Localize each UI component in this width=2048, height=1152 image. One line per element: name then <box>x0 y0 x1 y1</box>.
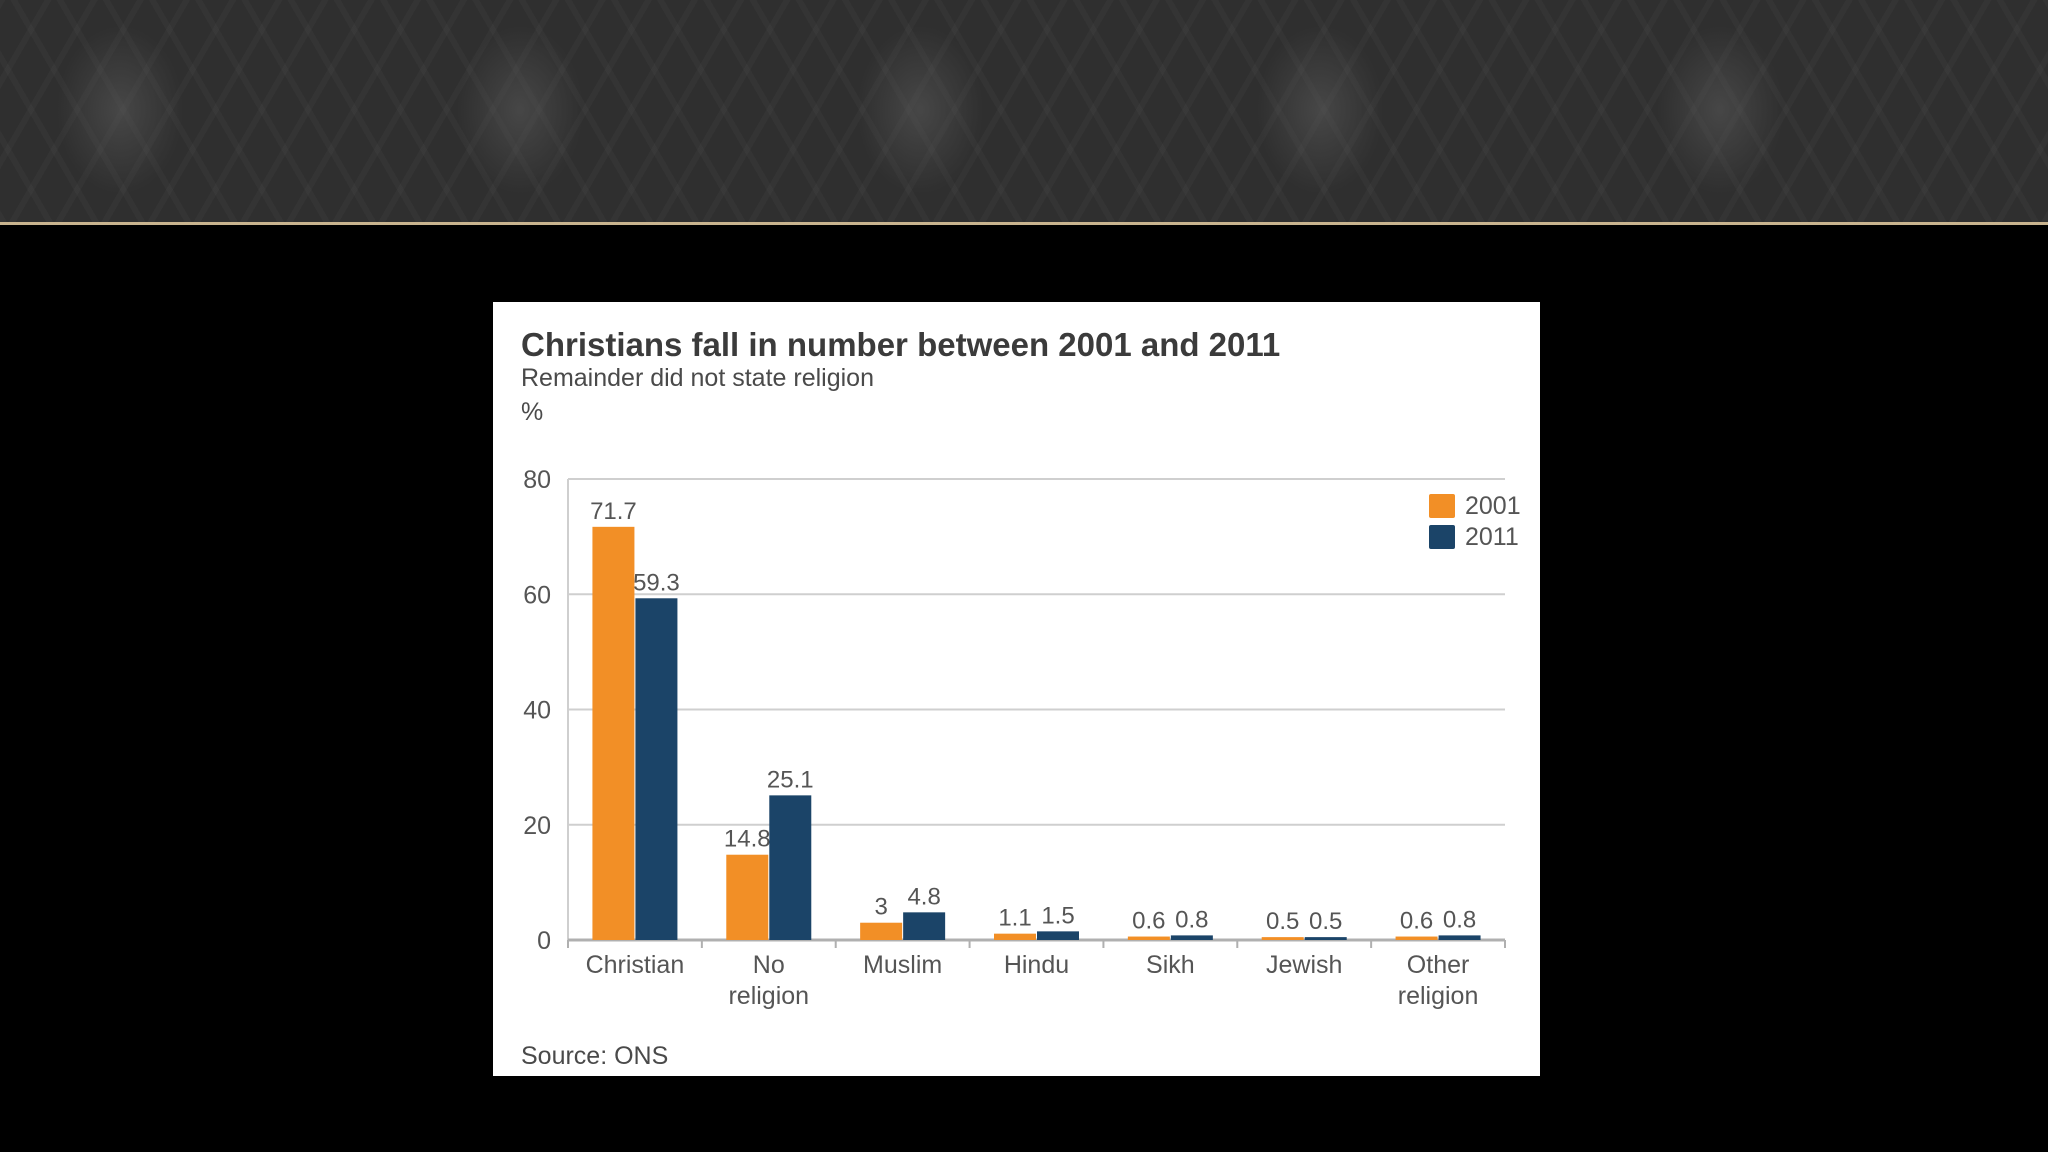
y-tick-label: 20 <box>523 812 551 840</box>
bar-2001-3 <box>994 933 1036 940</box>
x-tick-label: No <box>753 951 785 979</box>
banner-divider <box>0 222 2048 225</box>
chart-subtitle: Remainder did not state religion <box>521 364 874 392</box>
data-label: 1.5 <box>1041 902 1074 929</box>
bar-2001-5 <box>1261 937 1304 940</box>
x-tick-label: religion <box>1398 982 1479 1010</box>
y-tick-label: 80 <box>523 466 551 494</box>
chart-card: Christians fall in number between 2001 a… <box>493 302 1540 1076</box>
bar-2011-2 <box>903 912 946 940</box>
y-tick-label: 40 <box>523 697 551 725</box>
data-label: 0.8 <box>1443 906 1476 933</box>
data-label: 0.6 <box>1400 908 1433 935</box>
data-label: 0.8 <box>1175 906 1208 933</box>
bar-2011-6 <box>1438 935 1481 940</box>
data-label: 1.1 <box>998 905 1031 932</box>
bar-2011-5 <box>1304 937 1347 940</box>
data-label: 25.1 <box>767 766 814 793</box>
x-tick-label: Sikh <box>1146 951 1195 979</box>
bar-2011-0 <box>635 598 678 940</box>
data-label: 71.7 <box>590 498 637 525</box>
bar-2001-2 <box>860 922 903 940</box>
header-banner <box>0 0 2048 222</box>
legend-swatch-2011 <box>1429 525 1455 549</box>
data-label: 0.6 <box>1132 908 1165 935</box>
data-label: 4.8 <box>907 883 940 910</box>
bar-2001-1 <box>726 854 769 940</box>
x-tick-label: Hindu <box>1004 951 1069 979</box>
x-tick-label: Jewish <box>1266 951 1342 979</box>
data-label: 3 <box>874 894 887 921</box>
data-label: 59.3 <box>633 569 680 596</box>
data-label: 0.5 <box>1309 908 1342 935</box>
bar-2011-3 <box>1037 931 1079 940</box>
bar-2011-1 <box>769 795 812 940</box>
legend-swatch-2001 <box>1429 494 1455 518</box>
data-label: 14.8 <box>724 826 771 853</box>
bar-2001-0 <box>592 526 635 940</box>
x-tick-label: Other <box>1407 951 1470 979</box>
data-label: 0.5 <box>1266 908 1299 935</box>
x-tick-label: religion <box>728 982 809 1010</box>
source-note: Source: ONS <box>521 1042 669 1070</box>
bar-chart: 0 20 40 60 80 71.7 59.3 Christian 14.8 25.1 No reli… <box>523 466 1533 1010</box>
x-tick-label: Muslim <box>863 951 942 979</box>
chart-title: Christians fall in number between 2001 a… <box>521 326 1281 363</box>
bar-2001-4 <box>1127 936 1170 940</box>
legend-label: 2001 <box>1465 492 1521 520</box>
legend-label: 2011 <box>1465 523 1519 551</box>
bar-2011-4 <box>1170 935 1213 940</box>
y-axis-unit: % <box>521 398 544 426</box>
y-tick-label: 60 <box>523 581 551 609</box>
bar-2001-6 <box>1395 936 1438 940</box>
y-tick-label: 0 <box>537 927 551 955</box>
x-tick-label: Christian <box>586 951 685 979</box>
